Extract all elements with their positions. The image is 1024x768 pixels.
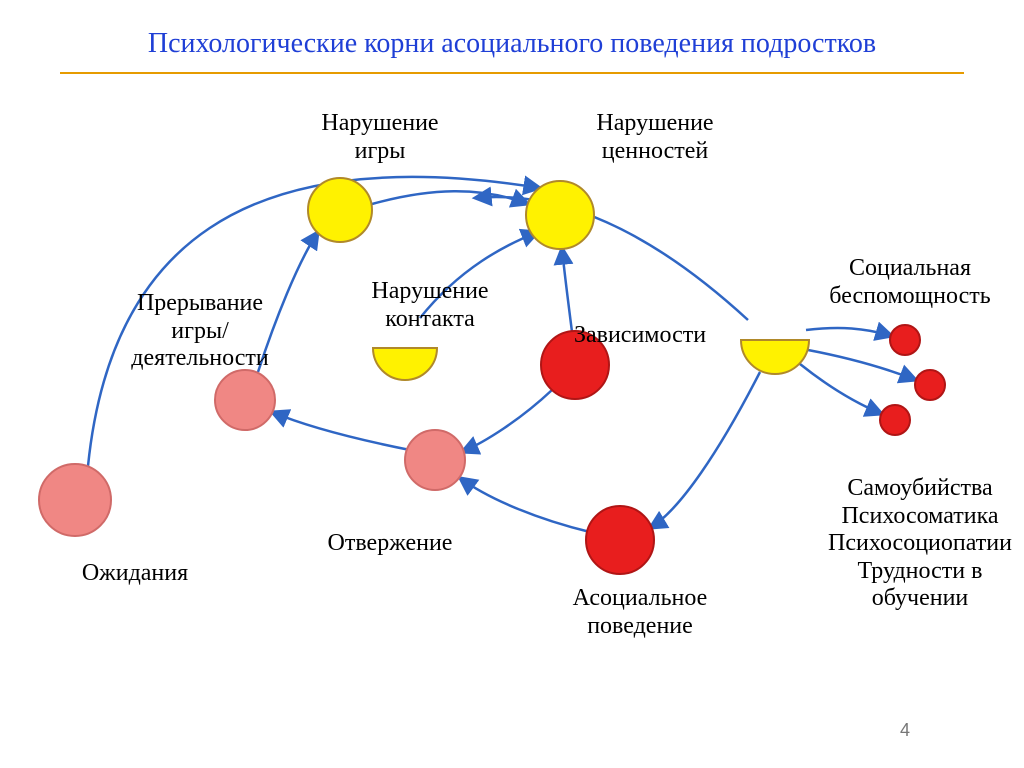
edge-e-helpless-dot3 xyxy=(800,364,882,414)
edge-e-helpless-asocial xyxy=(650,372,760,528)
node-helpless xyxy=(741,340,809,374)
node-asocial xyxy=(586,506,654,574)
node-interrupt xyxy=(215,370,275,430)
lbl-asocial: Асоциальное поведение xyxy=(520,585,760,640)
lbl-list: Самоубийства Психосоматика Психосоциопат… xyxy=(790,475,1024,613)
node-play xyxy=(308,178,372,242)
lbl-reject: Отвержение xyxy=(290,530,490,558)
node-values xyxy=(526,181,594,249)
lbl-play: Нарушение игры xyxy=(280,110,480,165)
node-reject xyxy=(405,430,465,490)
lbl-interrupt: Прерывание игры/ деятельности xyxy=(90,290,310,373)
slide-stage: Психологические корни асоциального повед… xyxy=(0,0,1024,768)
lbl-helpless: Социальная беспомощность xyxy=(790,255,1024,310)
edge-e-reject-interrupt xyxy=(272,412,410,450)
diagram-canvas xyxy=(0,0,1024,768)
lbl-values: Нарушение ценностей xyxy=(545,110,765,165)
lbl-depend: Зависимости xyxy=(540,322,740,350)
node-expect xyxy=(39,464,111,536)
edge-e-helpless-dot1 xyxy=(806,328,892,336)
lbl-expect: Ожидания xyxy=(55,560,215,588)
lbl-contact: Нарушение контакта xyxy=(330,278,530,333)
node-dot3 xyxy=(880,405,910,435)
slide-number: 4 xyxy=(900,720,910,741)
edge-e-depend-reject xyxy=(462,390,552,452)
edge-e-depend-values xyxy=(562,248,572,332)
node-dot2 xyxy=(915,370,945,400)
edge-e-asocial-reject xyxy=(460,478,590,532)
node-contact xyxy=(373,348,437,380)
node-dot1 xyxy=(890,325,920,355)
